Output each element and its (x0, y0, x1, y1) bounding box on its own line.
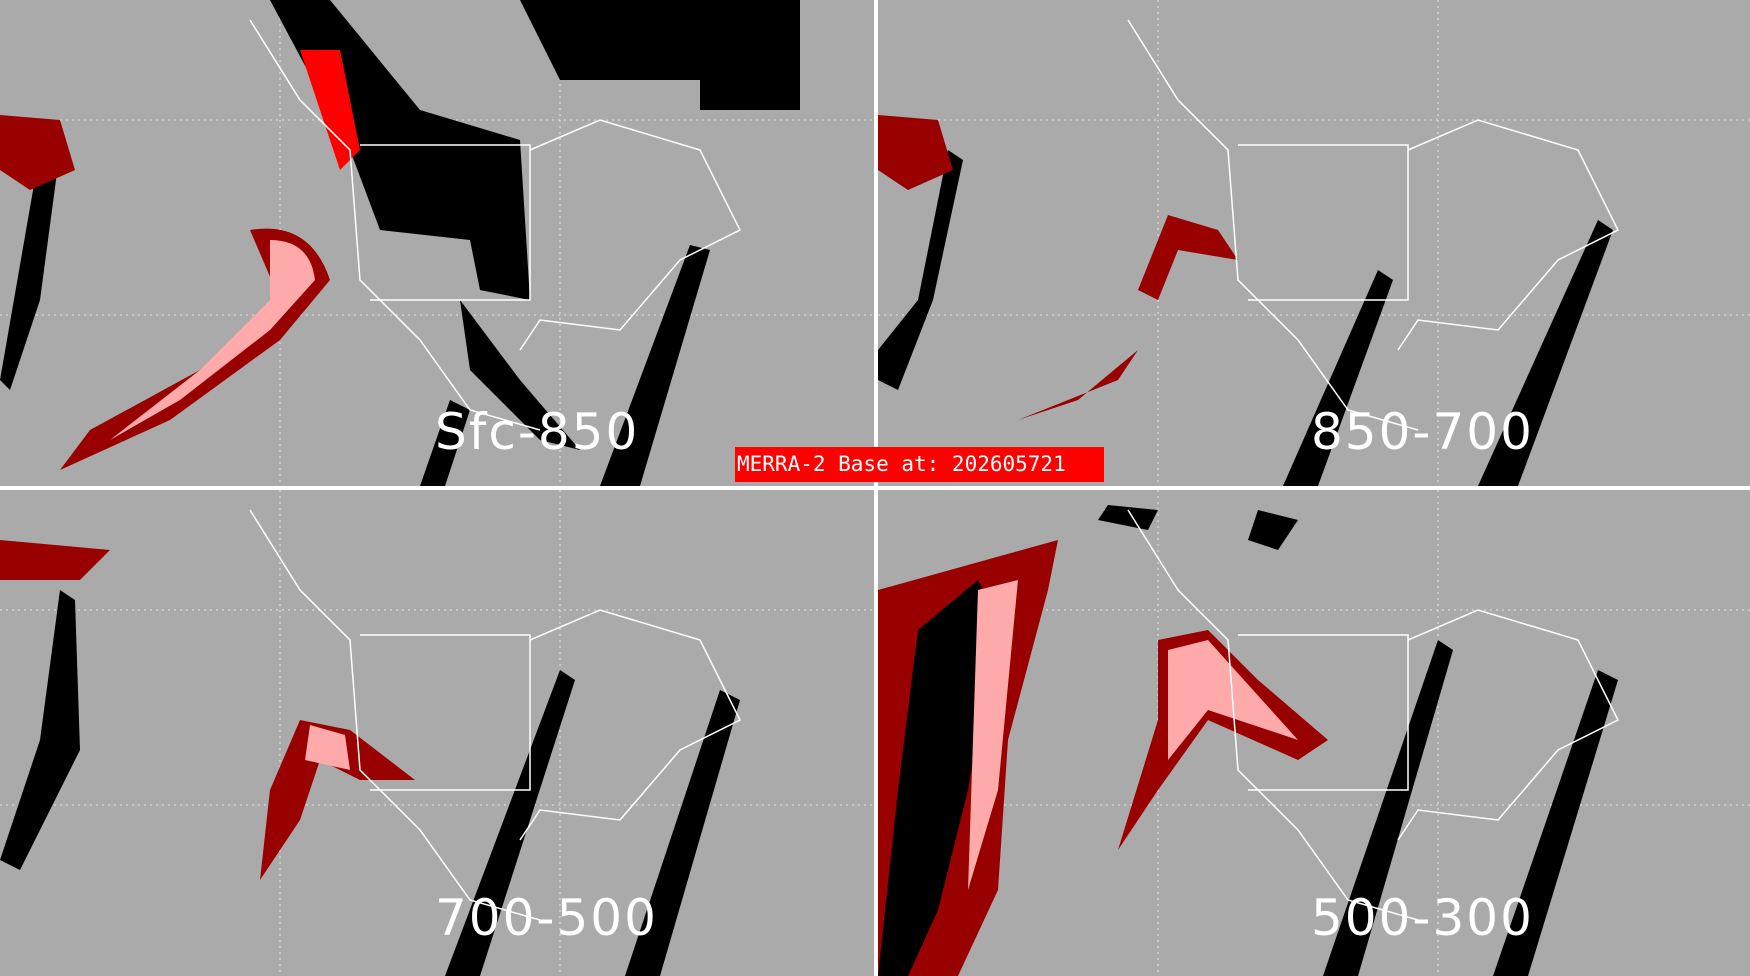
masked-region (0, 590, 80, 870)
cloud-region (1138, 215, 1238, 300)
panel-500-300: 500-300 (878, 490, 1750, 976)
cloud-region (305, 725, 350, 770)
orbit-gap-band (600, 245, 710, 486)
coastlines (249, 509, 742, 921)
panel-label: 500-300 (1311, 889, 1534, 947)
map-layer (878, 490, 1750, 976)
panel-label: 700-500 (435, 889, 658, 947)
masked-region (878, 580, 998, 976)
panel-label: Sfc-850 (435, 403, 640, 461)
base-time-label: MERRA-2 Base at: 202605721 (735, 447, 1104, 482)
masked-region (878, 150, 963, 390)
cloud-region (878, 115, 953, 190)
map-layer (0, 490, 874, 976)
coastlines (249, 19, 742, 431)
cloud-region (260, 720, 415, 880)
map-layer (0, 0, 874, 486)
cloud-region (968, 580, 1018, 890)
orbit-gap-band (625, 690, 740, 976)
orbit-gap-band (1478, 220, 1613, 486)
grid-lines (878, 0, 1750, 486)
orbit-gap-band (1493, 670, 1618, 976)
horizontal-divider (0, 486, 1750, 490)
cloud-region (60, 228, 330, 470)
masked-region (1098, 505, 1298, 550)
grid-lines (0, 490, 874, 976)
orbit-gap-band (420, 400, 470, 486)
cloud-region (1018, 350, 1138, 420)
coastlines (1127, 19, 1620, 431)
panel-sfc-850: Sfc-850 (0, 0, 874, 486)
orbit-gap-band (1283, 270, 1393, 486)
map-layer (878, 0, 1750, 486)
panel-label: 850-700 (1311, 403, 1534, 461)
panel-850-700: 850-700 (878, 0, 1750, 486)
masked-region (520, 0, 800, 110)
coastlines (1127, 509, 1620, 921)
masked-region (0, 150, 60, 390)
orbit-gap-band (445, 670, 575, 976)
cloud-region (110, 240, 315, 440)
cloud-region (0, 115, 75, 190)
cloud-region (0, 540, 110, 580)
panel-700-500: 700-500 (0, 490, 874, 976)
masked-region (460, 300, 580, 450)
orbit-gap-band (1323, 640, 1453, 976)
grid-lines (0, 0, 874, 486)
cloud-region (300, 50, 360, 170)
